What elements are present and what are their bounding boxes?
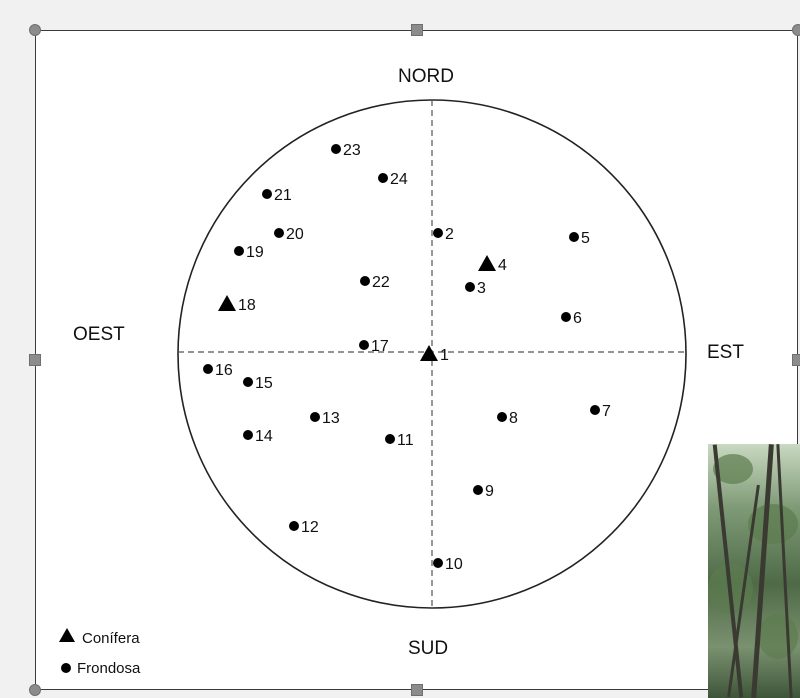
tree-marker-23 bbox=[331, 144, 341, 154]
tree-label-24: 24 bbox=[390, 171, 408, 188]
tree-label-23: 23 bbox=[343, 142, 361, 159]
tree-marker-21 bbox=[262, 189, 272, 199]
resize-handle-middle-left[interactable] bbox=[29, 354, 41, 366]
tree-marker-24 bbox=[378, 173, 388, 183]
tree-label-3: 3 bbox=[477, 280, 486, 297]
west-label: OEST bbox=[73, 324, 125, 345]
tree-marker-6 bbox=[561, 312, 571, 322]
tree-label-10: 10 bbox=[445, 556, 463, 573]
tree-label-16: 16 bbox=[215, 362, 233, 379]
tree-marker-8 bbox=[497, 412, 507, 422]
tree-marker-5 bbox=[569, 232, 579, 242]
diagram-frame[interactable] bbox=[35, 30, 798, 690]
tree-label-18: 18 bbox=[238, 297, 256, 314]
broadleaf-legend-icon bbox=[61, 663, 71, 673]
resize-handle-bottom-center[interactable] bbox=[411, 684, 423, 696]
tree-marker-1 bbox=[420, 345, 438, 361]
tree-marker-2 bbox=[433, 228, 443, 238]
tree-marker-13 bbox=[310, 412, 320, 422]
tree-label-7: 7 bbox=[602, 403, 611, 420]
tree-label-1: 1 bbox=[440, 347, 449, 364]
tree-label-8: 8 bbox=[509, 410, 518, 427]
tree-label-12: 12 bbox=[301, 519, 319, 536]
tree-marker-3 bbox=[465, 282, 475, 292]
tree-marker-7 bbox=[590, 405, 600, 415]
tree-marker-20 bbox=[274, 228, 284, 238]
tree-marker-16 bbox=[203, 364, 213, 374]
east-label: EST bbox=[707, 342, 744, 363]
resize-handle-top-right[interactable] bbox=[792, 24, 800, 36]
south-label: SUD bbox=[408, 638, 448, 659]
north-label: NORD bbox=[398, 66, 454, 87]
tree-label-6: 6 bbox=[573, 310, 582, 327]
tree-label-4: 4 bbox=[498, 257, 507, 274]
tree-marker-12 bbox=[289, 521, 299, 531]
resize-handle-middle-right[interactable] bbox=[792, 354, 800, 366]
tree-label-13: 13 bbox=[322, 410, 340, 427]
resize-handle-top-center[interactable] bbox=[411, 24, 423, 36]
tree-marker-18 bbox=[218, 295, 236, 311]
tree-marker-9 bbox=[473, 485, 483, 495]
tree-marker-10 bbox=[433, 558, 443, 568]
tree-label-20: 20 bbox=[286, 226, 304, 243]
tree-label-21: 21 bbox=[274, 187, 292, 204]
tree-marker-19 bbox=[234, 246, 244, 256]
tree-marker-22 bbox=[360, 276, 370, 286]
tree-marker-17 bbox=[359, 340, 369, 350]
tree-label-2: 2 bbox=[445, 226, 454, 243]
tree-label-17: 17 bbox=[371, 338, 389, 355]
tree-marker-14 bbox=[243, 430, 253, 440]
resize-handle-top-left[interactable] bbox=[29, 24, 41, 36]
tree-label-11: 11 bbox=[397, 432, 414, 449]
conifer-legend-icon bbox=[59, 628, 75, 642]
tree-label-15: 15 bbox=[255, 375, 273, 392]
tree-label-5: 5 bbox=[581, 230, 590, 247]
forest-photo-thumbnail[interactable] bbox=[708, 444, 800, 698]
legend-conifer-label: Conífera bbox=[82, 630, 140, 647]
tree-marker-4 bbox=[478, 255, 496, 271]
resize-handle-bottom-left[interactable] bbox=[29, 684, 41, 696]
tree-label-9: 9 bbox=[485, 483, 494, 500]
legend-broadleaf-label: Frondosa bbox=[77, 660, 141, 677]
legend: Conífera Frondosa bbox=[59, 628, 141, 677]
tree-marker-15 bbox=[243, 377, 253, 387]
tree-label-22: 22 bbox=[372, 274, 390, 291]
tree-label-19: 19 bbox=[246, 244, 264, 261]
tree-label-14: 14 bbox=[255, 428, 273, 445]
tree-marker-11 bbox=[385, 434, 395, 444]
